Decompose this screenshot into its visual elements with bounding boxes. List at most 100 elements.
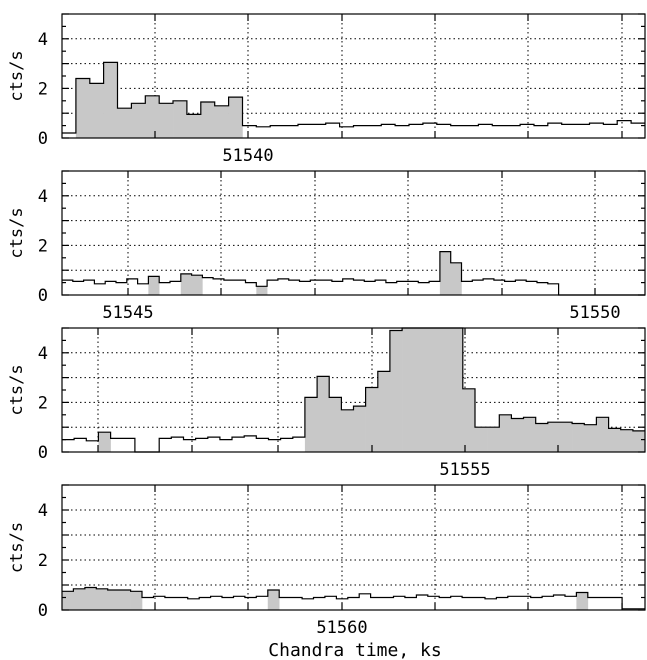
highlighted-bin xyxy=(159,103,174,138)
highlighted-bin xyxy=(256,286,268,295)
highlighted-bin xyxy=(535,423,549,452)
highlighted-bin xyxy=(341,409,354,452)
highlighted-bin xyxy=(523,417,536,452)
highlighted-bin xyxy=(632,430,646,452)
panel-1-bars xyxy=(75,62,243,138)
highlighted-bin xyxy=(462,388,476,452)
panel-1: 0 2 4 cts/s 51540 xyxy=(7,13,646,166)
highlighted-bin xyxy=(84,587,97,610)
highlighted-bin xyxy=(608,428,622,452)
panel-3-plot: 0 2 4 cts/s 51555 xyxy=(7,327,646,480)
panel-4-lightcurve-line xyxy=(62,586,645,610)
panel-3: 0 2 4 cts/s 51555 xyxy=(7,327,646,480)
highlighted-bin xyxy=(596,417,609,452)
panel-3-y-axis-label: cts/s xyxy=(7,364,27,415)
highlighted-bin xyxy=(439,251,451,295)
highlighted-bin xyxy=(450,262,462,295)
panel-2-y-tick-2: 2 xyxy=(38,236,48,256)
panel-1-y-ticks xyxy=(62,13,645,139)
panel-2-bars xyxy=(148,251,462,295)
highlighted-bin xyxy=(377,371,391,452)
panel-2-y-tick-4: 4 xyxy=(38,187,48,207)
highlighted-bin xyxy=(389,330,403,452)
panel-3-y-tick-2: 2 xyxy=(38,393,48,413)
panel-2-y-ticks xyxy=(62,170,645,296)
highlighted-bin xyxy=(329,397,342,452)
highlighted-bin xyxy=(191,275,203,295)
panel-3-y-tick-0: 0 xyxy=(38,443,48,463)
panel-2-lightcurve-line xyxy=(62,251,645,296)
highlighted-bin xyxy=(98,432,111,452)
highlighted-bin xyxy=(620,429,634,452)
panel-4-y-tick-0: 0 xyxy=(38,601,48,621)
panel-3-x-tick-label: 51555 xyxy=(439,460,490,480)
highlighted-bin xyxy=(353,406,366,452)
panel-4-y-axis-label: cts/s xyxy=(7,522,27,573)
panel-4-x-tick-label: 51560 xyxy=(316,618,367,638)
highlighted-bin xyxy=(186,114,202,138)
panel-4-y-tick-4: 4 xyxy=(38,501,48,521)
highlighted-bin xyxy=(559,422,573,452)
panel-1-lightcurve-line xyxy=(62,61,645,134)
highlighted-bin xyxy=(119,590,131,610)
highlighted-bin xyxy=(438,328,451,452)
highlighted-bin xyxy=(317,376,330,452)
panel-3-lightcurve-line xyxy=(62,327,645,453)
highlighted-bin xyxy=(145,95,160,138)
highlighted-bin xyxy=(117,108,132,138)
highlighted-bin xyxy=(148,276,160,295)
panel-2-y-axis-label: cts/s xyxy=(7,207,27,258)
highlighted-bin xyxy=(487,427,500,452)
panel-3-y-tick-4: 4 xyxy=(38,344,48,364)
highlighted-bin xyxy=(450,328,464,452)
highlighted-bin xyxy=(173,100,188,138)
highlighted-bin xyxy=(511,418,524,452)
highlighted-bin xyxy=(267,590,280,610)
highlighted-bin xyxy=(576,592,589,610)
highlighted-bin xyxy=(474,427,488,452)
panel-4-bars xyxy=(62,587,589,610)
highlighted-bin xyxy=(547,422,561,452)
highlighted-bin xyxy=(75,78,91,138)
panel-4-y-ticks xyxy=(62,484,645,611)
highlighted-bin xyxy=(365,387,379,452)
highlighted-bin xyxy=(572,423,585,452)
panel-1-plot: 0 2 4 cts/s 51540 xyxy=(7,13,646,166)
highlighted-bin xyxy=(414,328,427,452)
highlighted-bin xyxy=(426,328,439,452)
highlighted-bin xyxy=(304,397,318,452)
panel-1-x-tick-label: 51540 xyxy=(222,146,273,166)
highlighted-bin xyxy=(62,591,74,610)
panel-2-plot: 0 2 4 cts/s 51545 51550 xyxy=(7,170,646,323)
panel-2-x-tick-label: 51545 xyxy=(102,303,153,323)
panel-4-y-tick-2: 2 xyxy=(38,551,48,571)
highlighted-bin xyxy=(73,588,86,610)
highlighted-bin xyxy=(499,414,512,452)
panel-4: 0 2 4 cts/s 51560 xyxy=(7,484,646,638)
highlighted-bin xyxy=(131,103,146,138)
highlighted-bin xyxy=(200,102,215,138)
highlighted-bin xyxy=(130,591,143,610)
x-axis-label: Chandra time, ks xyxy=(268,640,441,660)
highlighted-bin xyxy=(107,590,120,610)
panel-4-grid xyxy=(62,485,645,610)
panel-1-y-tick-2: 2 xyxy=(38,79,48,99)
panel-3-y-ticks xyxy=(62,327,645,453)
panel-1-y-tick-0: 0 xyxy=(38,129,48,149)
panel-1-y-axis-label: cts/s xyxy=(7,50,27,101)
panel-4-plot: 0 2 4 cts/s 51560 xyxy=(7,484,646,638)
panel-2-x-tick-label-right: 51550 xyxy=(569,303,620,323)
panel-1-y-tick-4: 4 xyxy=(38,30,48,50)
panel-2: 0 2 4 cts/s 51545 51550 xyxy=(7,170,646,323)
highlighted-bin xyxy=(103,62,118,138)
panel-4-frame xyxy=(61,484,646,611)
highlighted-bin xyxy=(96,588,109,610)
highlighted-bin xyxy=(228,97,243,138)
panel-3-bars xyxy=(98,328,646,452)
highlighted-bin xyxy=(89,83,104,138)
highlighted-bin xyxy=(214,105,229,138)
panel-2-y-tick-0: 0 xyxy=(38,286,48,306)
highlighted-bin xyxy=(180,273,192,295)
highlighted-bin xyxy=(402,328,415,452)
